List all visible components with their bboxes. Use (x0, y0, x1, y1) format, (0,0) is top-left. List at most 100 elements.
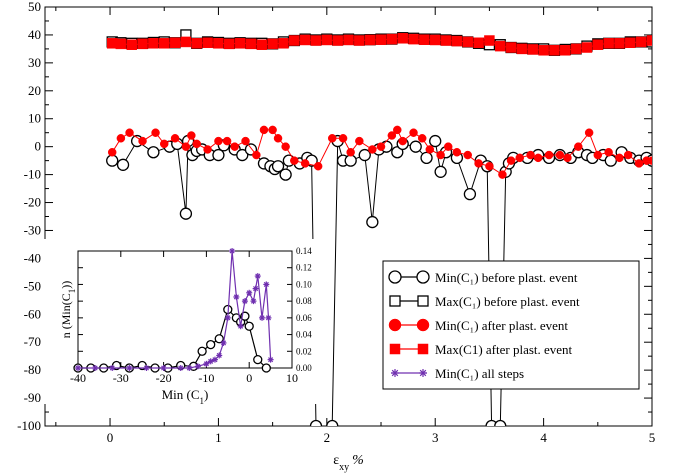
data-point (252, 150, 261, 160)
data-point (169, 37, 181, 49)
legend-label: Min(C₁) after plast. event (435, 318, 568, 333)
legend-label: Max(C₁) before plast. event (435, 294, 580, 309)
data-point (116, 158, 130, 171)
inset-data-point (250, 298, 257, 305)
y-tick-label: -80 (24, 362, 41, 377)
data-point (181, 142, 191, 151)
data-point (278, 38, 289, 49)
data-point (326, 419, 339, 426)
data-point (603, 38, 614, 49)
inset-data-point (229, 248, 236, 254)
inset-data-point (265, 314, 272, 321)
data-point (116, 134, 126, 143)
data-point (527, 44, 539, 55)
data-point (615, 153, 624, 163)
legend-marker-start (388, 318, 402, 332)
inset-data-point (224, 314, 231, 321)
inset-y-tick-label: 0.14 (296, 246, 312, 256)
y-tick-label: 40 (28, 27, 41, 42)
data-point (332, 35, 343, 46)
inset-x-axis-label: Min (C1) (162, 387, 209, 406)
y-tick-label: -60 (24, 306, 41, 321)
data-point (310, 35, 322, 46)
data-point (635, 36, 647, 48)
inset-data-point (177, 365, 184, 371)
data-point (126, 39, 137, 50)
data-point (115, 38, 127, 50)
data-point (321, 34, 333, 46)
legend-item: Max(C₁) before plast. event (389, 294, 580, 309)
data-point (625, 37, 636, 49)
data-point (179, 207, 193, 220)
legend-marker-end (416, 270, 430, 284)
data-point (498, 170, 507, 179)
data-point (549, 45, 560, 56)
data-point (434, 165, 447, 178)
data-point (281, 142, 290, 151)
data-point (429, 34, 441, 46)
data-point (443, 142, 453, 151)
data-point (299, 34, 311, 46)
y-tick-label: 0 (35, 139, 42, 154)
data-point (440, 35, 452, 46)
y-tick-label: 20 (28, 83, 41, 98)
data-point (570, 43, 582, 55)
legend-item: Min(C₁) all steps (391, 366, 524, 381)
data-point (212, 148, 225, 162)
data-point (544, 150, 554, 160)
data-point (604, 148, 613, 157)
data-point (563, 153, 572, 163)
x-tick-label: 5 (649, 430, 656, 445)
inset-data-point (241, 298, 248, 305)
inset-x-tick-label: -40 (70, 371, 86, 385)
data-point (289, 35, 300, 46)
legend-item: Min(C₁) before plast. event (388, 270, 578, 285)
inset-data-point (253, 354, 263, 365)
inset-data-point (194, 363, 201, 370)
inset-data-point (261, 363, 271, 373)
data-point (366, 215, 379, 229)
data-point (387, 131, 397, 140)
data-point (397, 33, 408, 44)
data-point (354, 35, 365, 46)
data-point (417, 134, 427, 143)
data-point (147, 146, 160, 159)
data-point (230, 142, 239, 151)
data-point (222, 136, 232, 146)
inset-data-point (216, 352, 223, 359)
legend-marker-start (389, 295, 401, 307)
data-point (526, 150, 535, 160)
data-point (495, 40, 506, 52)
data-point (604, 154, 617, 167)
main-plot: 0 1 2 3 4 5-100-90-80-70-60-50-40-30-20-10010… (17, 0, 656, 473)
data-point (125, 128, 134, 137)
legend-marker-start (391, 369, 399, 377)
data-point (515, 153, 525, 163)
data-point (245, 38, 257, 50)
inset-data-point (206, 339, 216, 350)
data-point (313, 161, 323, 171)
y-tick-label: -20 (24, 195, 41, 210)
x-tick-label: 4 (540, 430, 547, 445)
data-point (646, 35, 652, 46)
x-tick-label: 3 (432, 430, 439, 445)
data-point (408, 33, 419, 45)
y-tick-label: 50 (28, 0, 41, 14)
inset-data-point (244, 321, 254, 331)
data-point (159, 139, 169, 149)
y-tick-label: -10 (24, 167, 41, 182)
legend-item: Min(C₁) after plast. event (388, 318, 568, 333)
legend-marker-end (417, 343, 429, 355)
inset-data-point (75, 365, 81, 371)
inset-data-point (214, 334, 224, 344)
data-point (170, 134, 180, 143)
data-point (259, 125, 269, 135)
data-point (516, 43, 528, 55)
data-point (409, 140, 422, 153)
inset-data-point (143, 365, 150, 371)
data-point (474, 159, 483, 168)
inset-data-point (259, 314, 266, 321)
data-point (484, 35, 495, 46)
data-point (203, 145, 212, 154)
